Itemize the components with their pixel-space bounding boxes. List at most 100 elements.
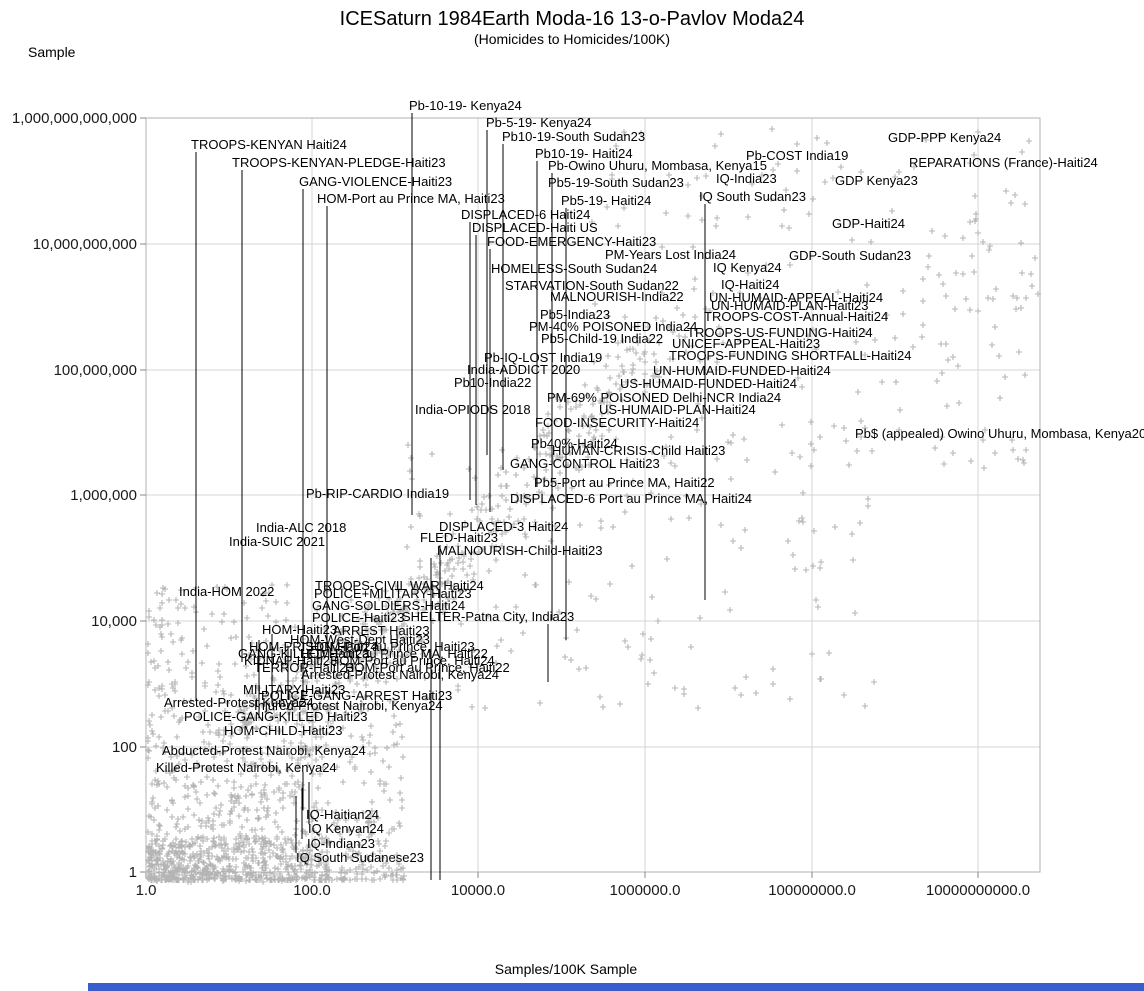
annotation-label: Pb10-19- Haiti24 <box>535 146 633 161</box>
annotation-label: GANG-SOLDIERS-Haiti24 <box>312 598 465 613</box>
y-tick-label: 1,000,000,000,000 <box>12 110 137 127</box>
annotation-label: IQ South Sudanese23 <box>296 850 424 865</box>
annotation-label: US-HUMAID-PLAN-Haiti24 <box>599 402 756 417</box>
annotation-label: Pb-10-19- Kenya24 <box>409 98 522 113</box>
annotation-label: TERROR-Haiti23 <box>254 660 354 675</box>
annotation-label: GDP-PPP Kenya24 <box>888 130 1001 145</box>
annotation-label: Abducted-Protest Nairobi, Kenya24 <box>162 743 366 758</box>
annotation-label: TROOPS-KENYAN Haiti24 <box>191 137 347 152</box>
bottom-scrollbar[interactable] <box>88 983 1144 991</box>
x-tick-label: 100000000.0 <box>768 882 856 899</box>
y-tick-label: 10,000,000,000 <box>33 236 137 253</box>
annotation-label: Pb10-19-South Sudan23 <box>502 129 645 144</box>
annotation-label: TROOPS-US-FUNDING-Haiti24 <box>687 325 873 340</box>
annotation-label: HOM-Port au Prince MA, Haiti23 <box>317 191 505 206</box>
annotation-label: POLICE-GANG-KILLED Haiti23 <box>184 709 368 724</box>
y-tick-label: 100,000,000 <box>54 362 137 379</box>
scatter-cluster <box>940 200 1041 330</box>
annotation-label: Killed-Protest Nairobi, Kenya24 <box>156 760 337 775</box>
annotation-label: KIDNAP-Haiti23 <box>244 653 337 668</box>
annotation-label: IQ-India23 <box>716 171 777 186</box>
annotation-label: India-OPIODS 2018 <box>415 402 531 417</box>
annotation-label: FLED-Haiti23 <box>420 530 498 545</box>
annotation-label: Pb5-Port au Prince MA, Haiti22 <box>534 475 715 490</box>
annotation-label: HOM-Port au Prince, Haiti24 <box>330 653 495 668</box>
annotation-label: PM-40% POISONED India24 <box>529 319 697 334</box>
annotation-label: DISPLACED-6 Haiti24 <box>461 207 590 222</box>
annotation-label: India-HOM 2022 <box>179 584 274 599</box>
annotation-label: HOM-PRISON Haiti24 <box>249 639 378 654</box>
x-tick-label: 100.0 <box>293 882 331 899</box>
scatter-cluster <box>400 438 877 711</box>
annotation-label: STARVATION-South Sudan22 <box>505 278 679 293</box>
annotation-label: HOM-Port au Prince, Haiti23 <box>310 639 475 654</box>
annotation-label: PM-69% POISONED Delhi-NCR India24 <box>547 390 781 405</box>
annotation-label: Pb5-Child-19 India22 <box>541 331 663 346</box>
x-axis-title: Samples/100K Sample <box>494 961 638 977</box>
annotation-label: HOM-CHILD-Haiti23 <box>224 723 342 738</box>
annotation-label: GDP Kenya23 <box>835 173 918 188</box>
scatter-cluster <box>589 126 1035 471</box>
annotation-label: Injured-Protest Nairobi, Kenya24 <box>254 698 443 713</box>
annotation-label: PM-Years Lost India24 <box>605 247 736 262</box>
annotation-label: India-ALC 2018 <box>256 520 346 535</box>
annotation-label: Pb5-India23 <box>540 307 610 322</box>
annotation-label: IQ Kenya24 <box>713 260 782 275</box>
chart-title: ICESaturn 1984Earth Moda-16 13-o-Pavlov … <box>339 8 805 30</box>
annotation-label: HOM-Haiti23 <box>262 622 337 637</box>
annotation-label: Pb-COST India19 <box>746 148 848 163</box>
annotation-label: REPARATIONS (France)-Haiti24 <box>909 155 1098 170</box>
y-tick-label: 100 <box>112 739 137 756</box>
scatter-cluster <box>145 835 332 885</box>
x-tick-label: 1000000.0 <box>610 882 681 899</box>
y-axis-title: Sample <box>28 44 76 60</box>
x-tick-label: 10000000000.0 <box>926 882 1030 899</box>
annotation-label: HUMAN-CRISIS-Child Haiti23 <box>552 443 725 458</box>
annotation-label: Arrested-Protest Nairobi, Kenya24 <box>301 667 499 682</box>
annotation-label: Pb5-19- Haiti24 <box>561 193 651 208</box>
annotation-label: IQ South Sudan23 <box>699 189 806 204</box>
annotation-label: DISPLACED-3 Haiti24 <box>439 519 568 534</box>
annotation-label: HOM-Port au Prince, Haiti22 <box>345 660 510 675</box>
annotation-label: GANG-CONTROL Haiti23 <box>510 456 660 471</box>
annotation-label: Pb5-19-South Sudan23 <box>548 175 684 190</box>
annotation-label: India-SUIC 2021 <box>229 534 325 549</box>
annotation-label: POLICE-GANG-ARREST Haiti23 <box>261 688 452 703</box>
x-tick-label: 1.0 <box>136 882 157 899</box>
annotation-label: IQ-Haitian24 <box>306 807 379 822</box>
annotation-label: Pb$ (appealed) Owino Uhuru, Mombasa, Ken… <box>855 426 1144 441</box>
y-tick-label: 1 <box>129 864 137 881</box>
annotation-label: FOOD-INSECURITY-Haiti24 <box>535 415 699 430</box>
annotation-label: GANG-VIOLENCE-Haiti23 <box>299 174 452 189</box>
annotation-label: TROOPS-COST-Annual-Haiti24 <box>704 309 888 324</box>
annotation-label: Pb-IQ-LOST India19 <box>484 350 602 365</box>
annotation-label: UN-HUMAID-PLAN-Haiti23 <box>711 298 868 313</box>
annotation-label: DISPLACED-6 Port au Prince MA, Haiti24 <box>510 491 752 506</box>
annotation-label: FOOD-EMERGENCY-Haiti23 <box>487 234 656 249</box>
annotation-label: IQ Kenyan24 <box>308 821 384 836</box>
scatter-cluster <box>191 553 462 771</box>
annotation-label: UNICEF-APPEAL-Haiti23 <box>672 336 820 351</box>
annotation-label: POLICE+MILITARY-Haiti23 <box>314 586 472 601</box>
annotation-label: UN-HUMAID-APPEAL-Haiti24 <box>709 290 883 305</box>
y-tick-label: 1,000,000 <box>70 487 137 504</box>
annotation-label: MALNOURISH-Child-Haiti23 <box>437 543 602 558</box>
annotation-label: Pb40%-Haiti24 <box>531 436 618 451</box>
annotation-label: HOMELESS-South Sudan24 <box>491 261 657 276</box>
y-tick-label: 10,000 <box>91 613 137 630</box>
annotation-label: IQ-Haiti24 <box>721 277 780 292</box>
annotation-label: India-ADDICT 2020 <box>467 362 580 377</box>
annotation-label: ARREST Haiti23 <box>333 623 430 638</box>
annotation-label: DISPLACED-Haiti US <box>472 220 598 235</box>
annotation-label: TROOPS-CIVIL WAR Haiti24 <box>315 578 484 593</box>
annotation-label: TROOPS-FUNDING SHORTFALL-Haiti24 <box>669 348 911 363</box>
annotation-label: Pb-RIP-CARDIO India19 <box>306 486 449 501</box>
annotation-label: UN-HUMAID-FUNDED-Haiti24 <box>653 363 831 378</box>
annotation-label: GDP-Haiti24 <box>832 216 905 231</box>
annotation-label: MALNOURISH-India22 <box>550 289 684 304</box>
annotation-label: Arrested-Protest Kenya24 <box>164 695 314 710</box>
annotation-label: US-HUMAID-FUNDED-Haiti24 <box>620 376 797 391</box>
annotation-label: POLICE-Haiti23 <box>312 610 404 625</box>
